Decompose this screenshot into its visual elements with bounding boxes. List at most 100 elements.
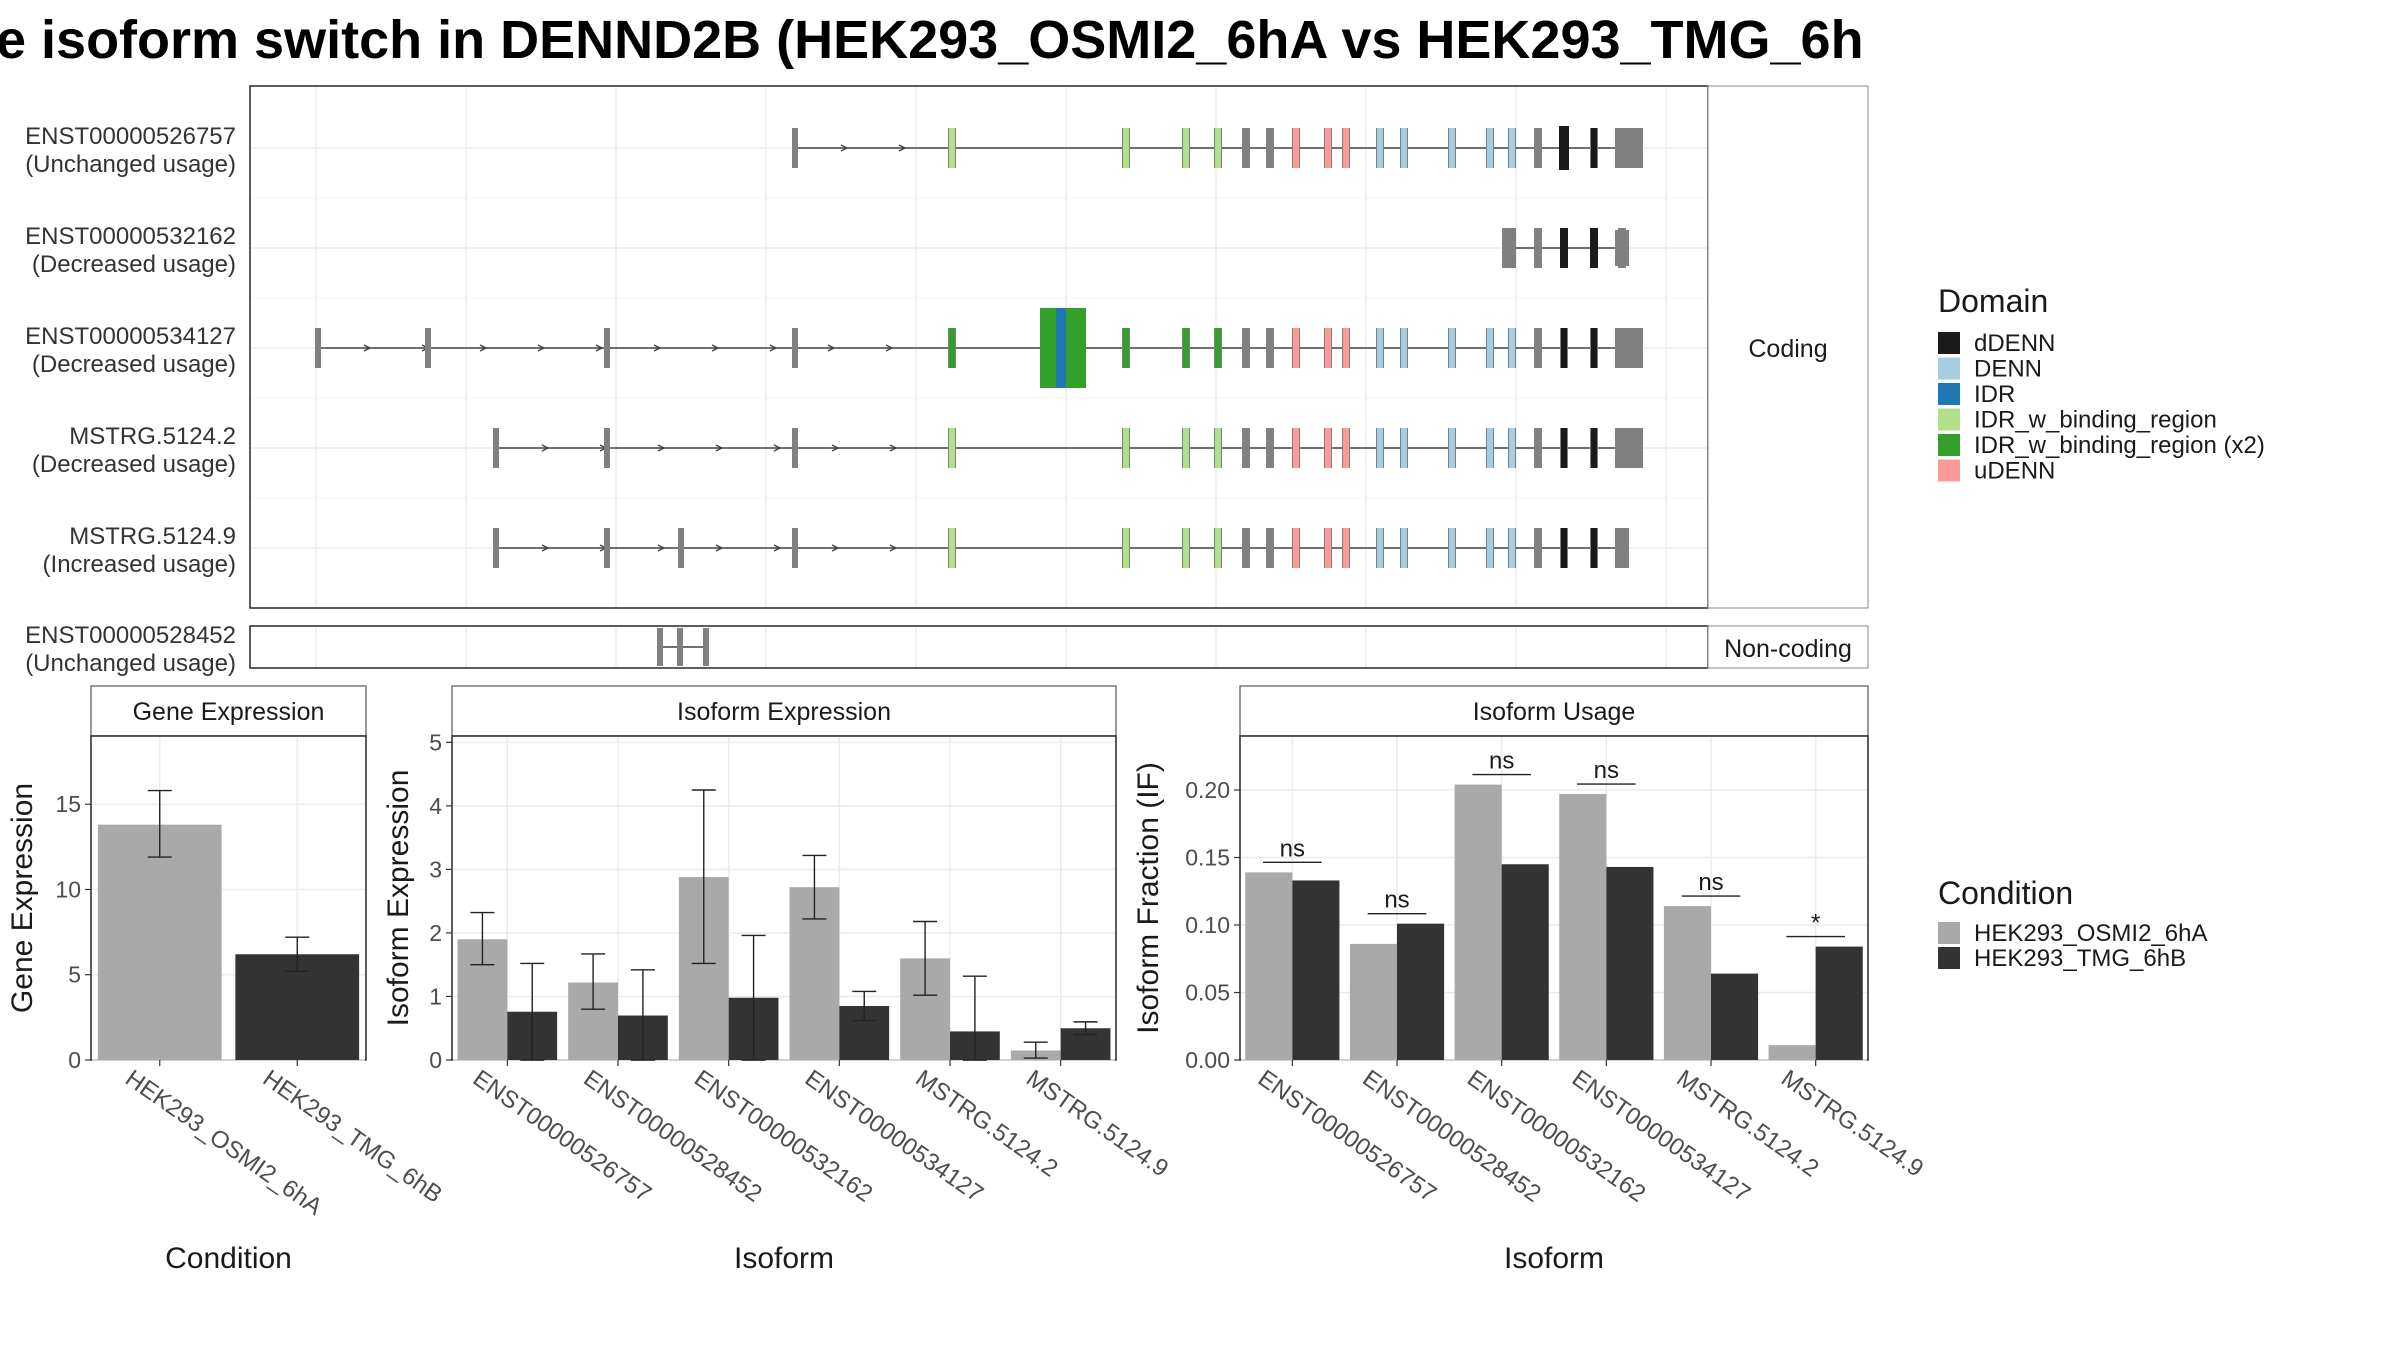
strand-arrow <box>827 344 836 352</box>
domain-block <box>1183 128 1189 168</box>
strand-arrow <box>479 344 488 352</box>
legend-label-2: IDR <box>1974 381 2015 408</box>
isoform-usage-panel: Isoform Usage 0.00 0.05 0.10 0.15 0.20 ENST000… <box>1132 685 1928 1275</box>
exon <box>703 628 709 666</box>
transcript-usage-label: (Decreased usage) <box>32 251 236 278</box>
domain-block <box>1509 428 1515 468</box>
domain-block <box>1293 328 1299 368</box>
transcript-usage-label: (Decreased usage) <box>32 351 236 378</box>
significance-label: ns <box>1489 748 1514 775</box>
exon <box>792 428 798 468</box>
legend-key-4 <box>1938 434 1960 456</box>
exon-utr <box>1615 528 1629 568</box>
strand-arrow <box>541 444 550 452</box>
domain-block <box>1215 528 1221 568</box>
domain-block <box>949 428 955 468</box>
domain-block <box>1561 528 1567 568</box>
domain-block <box>1591 328 1597 368</box>
domain-block <box>1183 528 1189 568</box>
domain-block <box>1561 328 1567 368</box>
bar <box>1663 906 1711 1060</box>
domain-block <box>1293 128 1299 168</box>
bar <box>1606 866 1654 1060</box>
significance-label: ns <box>1594 757 1619 784</box>
strand-arrow <box>885 344 894 352</box>
exon <box>1508 228 1516 268</box>
exon <box>1534 328 1542 368</box>
domain-legend-title: Domain <box>1938 283 2048 319</box>
domain-block <box>949 328 955 368</box>
domain-block <box>1123 428 1129 468</box>
transcript-usage-label: (Unchanged usage) <box>25 650 236 677</box>
panel-border <box>451 735 1117 1061</box>
strand-arrow <box>595 344 604 352</box>
strand-arrow <box>541 544 550 552</box>
strand-arrow <box>657 444 666 452</box>
bar <box>1454 784 1502 1060</box>
domain-block <box>1056 308 1066 388</box>
domain-block <box>1325 328 1331 368</box>
domain-block <box>1293 528 1299 568</box>
legend-label-3: IDR_w_binding_region <box>1974 407 2217 434</box>
x-tick-label: ENST00000528452 <box>1358 1065 1546 1208</box>
isoform-expression-panel: Isoform Expression012345ENST00000526757E… <box>382 685 1173 1275</box>
domain-block <box>1183 428 1189 468</box>
strand-arrow <box>363 344 372 352</box>
domain-block <box>1591 128 1597 168</box>
domain-block <box>1123 528 1129 568</box>
y-tick-label: 5 <box>429 729 442 755</box>
domain-block <box>1377 428 1383 468</box>
legend-label-0: dDENN <box>1974 330 2055 357</box>
domain-block <box>1591 528 1597 568</box>
transcript-id-label: MSTRG.5124.9 <box>69 523 236 550</box>
domain-block <box>1401 328 1407 368</box>
transcript-usage-label: (Increased usage) <box>43 551 236 578</box>
exon <box>1502 228 1510 268</box>
domain-block <box>1325 128 1331 168</box>
legend-key-0 <box>1938 332 1960 354</box>
exon <box>792 528 798 568</box>
coding-strip <box>1707 85 1869 609</box>
domain-block <box>1401 528 1407 568</box>
noncoding-strip-label: Non-coding <box>1724 635 1852 663</box>
legend-label-5: uDENN <box>1974 458 2055 485</box>
panel-strip <box>1239 685 1869 737</box>
strand-arrow <box>537 344 546 352</box>
domain-block <box>1215 428 1221 468</box>
strand-arrow <box>773 544 782 552</box>
transcript-id-label: ENST00000532162 <box>25 223 236 250</box>
x-tick-label: ENST00000534127 <box>800 1065 988 1208</box>
domain-block <box>1449 328 1455 368</box>
strand-arrow <box>773 444 782 452</box>
legend-key-2 <box>1938 383 1960 405</box>
x-tick-label: ENST00000532162 <box>1462 1065 1650 1208</box>
bar <box>1349 943 1397 1060</box>
y-tick-label: 0.10 <box>1185 912 1230 938</box>
domain-block <box>1401 428 1407 468</box>
domain-block <box>1487 428 1493 468</box>
transcript-id-label: MSTRG.5124.2 <box>69 423 236 450</box>
exon <box>1242 128 1250 168</box>
domain-block <box>1509 128 1515 168</box>
domain-block <box>1509 528 1515 568</box>
exon <box>1590 228 1598 268</box>
significance-label: * <box>1811 910 1820 937</box>
strand-arrow <box>898 144 907 152</box>
noncoding-strip <box>1707 625 1869 669</box>
bar <box>1768 1045 1816 1060</box>
bar <box>1559 794 1607 1060</box>
domain-block <box>1293 428 1299 468</box>
exon <box>604 528 610 568</box>
bar <box>1815 946 1863 1060</box>
strand-arrow <box>657 544 666 552</box>
x-axis-label: Isoform <box>1504 1242 1604 1275</box>
legend-label-1: DENN <box>1974 356 2042 383</box>
exon <box>315 328 321 368</box>
y-tick-label: 3 <box>429 856 442 882</box>
exon <box>657 628 663 666</box>
exon <box>1266 428 1274 468</box>
y-axis-label: Isoform Fraction (IF) <box>1132 762 1165 1034</box>
domain-block <box>1449 428 1455 468</box>
domain-block <box>949 128 955 168</box>
